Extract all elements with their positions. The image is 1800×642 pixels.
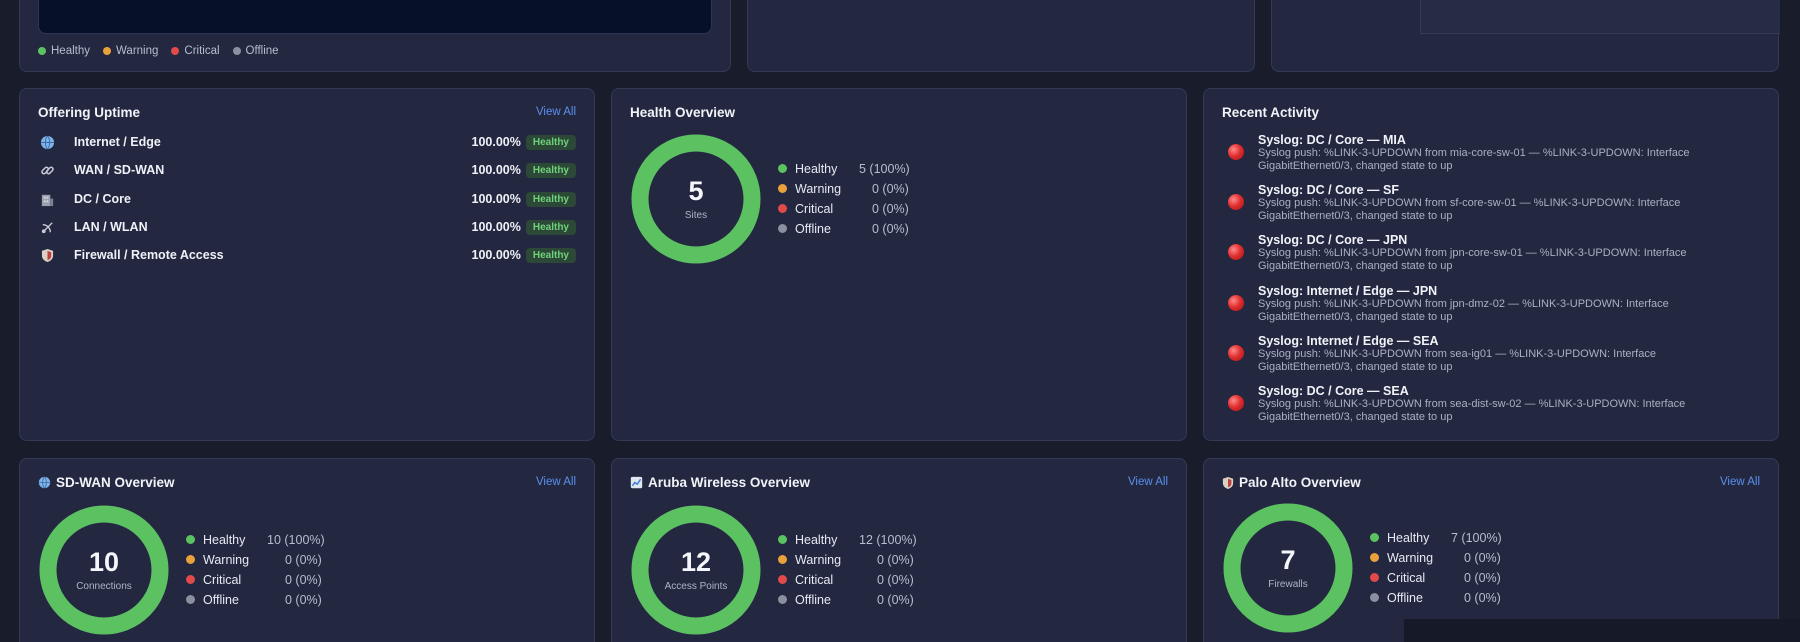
- paloalto-donut: 7 Firewalls: [1222, 502, 1354, 634]
- aruba-legend: Healthy 12 (100%) Warning 0 (0%) Critical 0…: [778, 533, 917, 607]
- legend-row-warning: Warning 0 (0%): [778, 182, 910, 196]
- legend-row-critical: Critical 0 (0%): [778, 202, 910, 216]
- globe-icon: [38, 133, 56, 151]
- sdwan-donut: 10 Connections: [38, 504, 170, 636]
- legend-row-offline: Offline 0 (0%): [186, 593, 325, 607]
- activity-item[interactable]: Syslog: DC / Core — SF Syslog push: %LIN…: [1222, 183, 1760, 229]
- activity-item[interactable]: Syslog: DC / Core — JPN Syslog push: %LI…: [1222, 233, 1760, 279]
- status-badge: Healthy: [525, 134, 576, 150]
- sdwan-legend: Healthy 10 (100%) Warning 0 (0%) Critical 0…: [186, 533, 325, 607]
- link-icon: [38, 161, 56, 179]
- globe-icon: [38, 476, 51, 489]
- legend-row-healthy: Healthy 7 (100%): [1370, 531, 1502, 545]
- uptime-row-internet-edge[interactable]: Internet / Edge 100.00% Healthy: [38, 132, 576, 152]
- sdwan-overview-card: SD-WAN Overview View All 10 Connections …: [19, 458, 595, 642]
- shield-icon: [38, 246, 56, 264]
- legend-row-warning: Warning 0 (0%): [778, 553, 917, 567]
- offering-uptime-title: Offering Uptime: [38, 105, 141, 120]
- recent-activity-card: Recent Activity Syslog: DC / Core — MIA …: [1203, 88, 1779, 441]
- status-badge: Healthy: [525, 162, 576, 178]
- donut-healthy-arc: [631, 505, 761, 635]
- donut-healthy-arc: [631, 134, 761, 264]
- legend-offline: Offline: [232, 45, 279, 57]
- legend-row-warning: Warning 0 (0%): [186, 553, 325, 567]
- donut-unit: Firewalls: [1268, 578, 1308, 590]
- legend-healthy: Healthy: [38, 45, 90, 57]
- activity-item[interactable]: Syslog: DC / Core — SEA Syslog push: %LI…: [1222, 384, 1760, 430]
- status-badge: Healthy: [525, 191, 576, 207]
- aruba-overview-card: Aruba Wireless Overview View All 12 Acce…: [611, 458, 1187, 642]
- map-card: Healthy Warning Critical Offline: [19, 0, 731, 72]
- chart-icon: [630, 476, 643, 489]
- building-icon: [38, 190, 56, 208]
- critical-status-icon: [1228, 395, 1244, 411]
- status-badge: Healthy: [525, 219, 576, 235]
- top-right-overlay: [1420, 0, 1780, 34]
- activity-item[interactable]: Syslog: DC / Core — MIA Syslog push: %LI…: [1222, 133, 1760, 179]
- uptime-row-dc-core[interactable]: DC / Core 100.00% Healthy: [38, 189, 576, 209]
- uptime-row-lan-wlan[interactable]: LAN / WLAN 100.00% Healthy: [38, 217, 576, 237]
- donut-unit: Connections: [76, 580, 132, 592]
- legend-row-warning: Warning 0 (0%): [1370, 551, 1502, 565]
- offering-uptime-view-all[interactable]: View All: [535, 106, 576, 118]
- legend-warning: Warning: [103, 45, 158, 57]
- legend-row-critical: Critical 0 (0%): [778, 573, 917, 587]
- sdwan-overview-title: SD-WAN Overview: [38, 475, 175, 490]
- legend-row-healthy: Healthy 10 (100%): [186, 533, 325, 547]
- donut-healthy-arc: [1223, 503, 1353, 633]
- activity-item[interactable]: Syslog: Internet / Edge — SEA Syslog pus…: [1222, 334, 1760, 380]
- legend-row-healthy: Healthy 12 (100%): [778, 533, 917, 547]
- donut-healthy-arc: [39, 505, 169, 635]
- map-legend: Healthy Warning Critical Offline: [38, 45, 279, 57]
- critical-status-icon: [1228, 244, 1244, 260]
- health-donut: 5 Sites: [630, 133, 762, 265]
- critical-status-icon: [1228, 144, 1244, 160]
- health-overview-title: Health Overview: [630, 105, 736, 120]
- legend-row-healthy: Healthy 5 (100%): [778, 162, 910, 176]
- offering-uptime-card: Offering Uptime View All Internet / Edge…: [19, 88, 595, 441]
- sdwan-view-all[interactable]: View All: [535, 476, 576, 488]
- legend-row-critical: Critical 0 (0%): [1370, 571, 1502, 585]
- legend-row-offline: Offline 0 (0%): [1370, 591, 1502, 605]
- aruba-donut: 12 Access Points: [630, 504, 762, 636]
- critical-status-icon: [1228, 345, 1244, 361]
- aruba-overview-title: Aruba Wireless Overview: [630, 475, 810, 490]
- paloalto-legend: Healthy 7 (100%) Warning 0 (0%) Critical 0 …: [1370, 531, 1502, 605]
- map-area[interactable]: [38, 0, 712, 34]
- top-middle-card: [747, 0, 1255, 72]
- status-badge: Healthy: [525, 247, 576, 263]
- paloalto-overview-title: Palo Alto Overview: [1222, 475, 1361, 490]
- shield-icon: [1222, 476, 1234, 489]
- donut-count: 5: [688, 175, 704, 206]
- donut-count: 12: [680, 546, 712, 577]
- aruba-view-all[interactable]: View All: [1127, 476, 1168, 488]
- legend-row-offline: Offline 0 (0%): [778, 593, 917, 607]
- paloalto-view-all[interactable]: View All: [1719, 476, 1760, 488]
- donut-count: 7: [1280, 544, 1296, 575]
- health-legend: Healthy 5 (100%) Warning 0 (0%) Critical 0 …: [778, 162, 910, 236]
- donut-unit: Access Points: [664, 580, 728, 592]
- critical-status-icon: [1228, 295, 1244, 311]
- legend-row-critical: Critical 0 (0%): [186, 573, 325, 587]
- donut-count: 10: [88, 546, 120, 577]
- legend-row-offline: Offline 0 (0%): [778, 222, 910, 236]
- donut-unit: Sites: [684, 209, 708, 221]
- health-overview-card: Health Overview 5 Sites Healthy 5 (100%) …: [611, 88, 1187, 441]
- critical-status-icon: [1228, 194, 1244, 210]
- satellite-icon: [38, 218, 56, 236]
- uptime-row-wan-sdwan[interactable]: WAN / SD-WAN 100.00% Healthy: [38, 160, 576, 180]
- bottom-right-overlay: [1404, 619, 1800, 642]
- uptime-row-firewall[interactable]: Firewall / Remote Access 100.00% Healthy: [38, 245, 576, 265]
- recent-activity-title: Recent Activity: [1222, 105, 1320, 120]
- legend-critical: Critical: [171, 45, 220, 57]
- paloalto-overview-card: Palo Alto Overview View All 7 Firewalls …: [1203, 458, 1779, 642]
- activity-item[interactable]: Syslog: Internet / Edge — JPN Syslog pus…: [1222, 284, 1760, 330]
